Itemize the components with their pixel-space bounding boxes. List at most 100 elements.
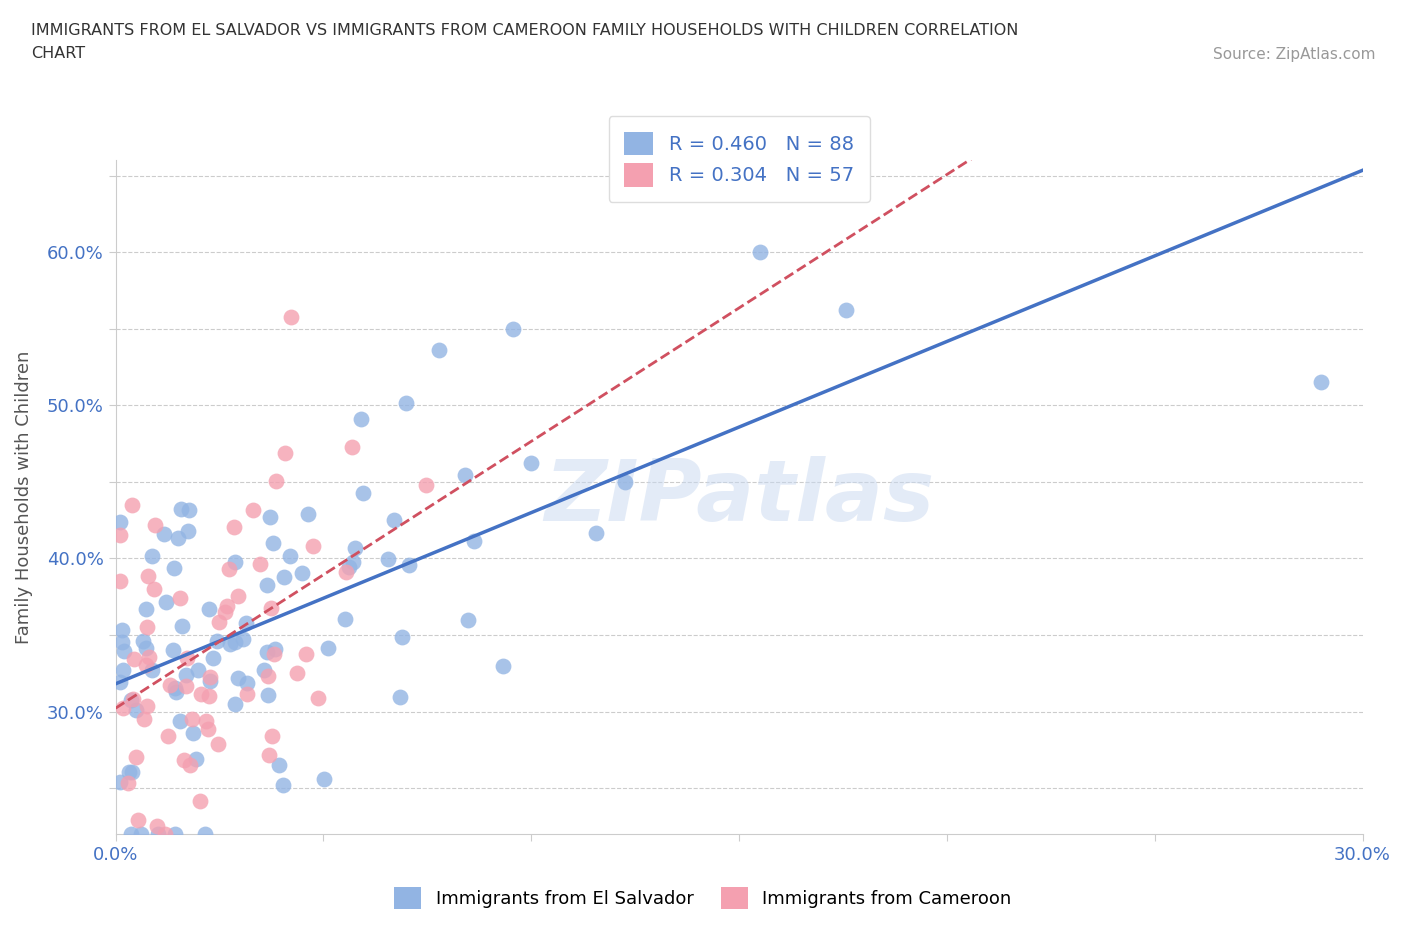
- Point: [135, 641, 157, 656]
- Point: [190, 686, 212, 701]
- Point: [214, 604, 236, 619]
- Point: [391, 630, 413, 644]
- Point: [492, 658, 515, 673]
- Point: [350, 411, 373, 426]
- Point: [257, 688, 280, 703]
- Point: [122, 651, 145, 666]
- Point: [256, 644, 278, 659]
- Point: [125, 702, 148, 717]
- Point: [195, 713, 218, 728]
- Point: [118, 765, 141, 780]
- Point: [263, 647, 285, 662]
- Text: IMMIGRANTS FROM EL SALVADOR VS IMMIGRANTS FROM CAMEROON FAMILY HOUSEHOLDS WITH C: IMMIGRANTS FROM EL SALVADOR VS IMMIGRANT…: [31, 23, 1018, 38]
- Point: [278, 549, 301, 564]
- Point: [180, 711, 202, 726]
- Point: [141, 662, 163, 677]
- Point: [337, 560, 360, 575]
- Point: [232, 631, 254, 646]
- Legend: Immigrants from El Salvador, Immigrants from Cameroon: Immigrants from El Salvador, Immigrants …: [387, 880, 1019, 916]
- Point: [136, 698, 159, 713]
- Point: [389, 690, 412, 705]
- Point: [520, 456, 543, 471]
- Point: [176, 524, 198, 538]
- Point: [135, 658, 157, 673]
- Point: [502, 322, 524, 337]
- Point: [174, 667, 197, 682]
- Point: [132, 711, 155, 726]
- Point: [235, 616, 257, 631]
- Point: [342, 439, 364, 454]
- Point: [262, 728, 284, 743]
- Point: [224, 697, 246, 711]
- Point: [169, 591, 191, 605]
- Point: [135, 601, 157, 616]
- Point: [170, 501, 193, 516]
- Point: [207, 737, 229, 751]
- Point: [117, 775, 139, 790]
- Point: [108, 574, 131, 589]
- Point: [125, 750, 148, 764]
- Point: [169, 714, 191, 729]
- Point: [382, 512, 405, 527]
- Point: [218, 562, 240, 577]
- Point: [111, 700, 134, 715]
- Point: [176, 650, 198, 665]
- Point: [146, 819, 169, 834]
- Point: [269, 758, 291, 773]
- Point: [312, 772, 335, 787]
- Point: [226, 671, 249, 685]
- Point: [256, 578, 278, 592]
- Point: [316, 641, 339, 656]
- Point: [145, 517, 167, 532]
- Point: [294, 646, 316, 661]
- Y-axis label: Family Households with Children: Family Households with Children: [15, 351, 32, 644]
- Point: [342, 554, 364, 569]
- Point: [307, 691, 329, 706]
- Point: [163, 560, 186, 575]
- Point: [201, 650, 224, 665]
- Point: [297, 507, 319, 522]
- Point: [215, 599, 238, 614]
- Point: [835, 302, 858, 317]
- Point: [377, 551, 399, 566]
- Point: [127, 813, 149, 828]
- Point: [165, 684, 187, 699]
- Point: [120, 827, 142, 842]
- Point: [181, 725, 204, 740]
- Point: [141, 549, 163, 564]
- Point: [173, 752, 195, 767]
- Point: [167, 530, 190, 545]
- Point: [108, 515, 131, 530]
- Point: [335, 612, 357, 627]
- Point: [274, 445, 297, 460]
- Point: [259, 510, 281, 525]
- Point: [136, 568, 159, 583]
- Point: [262, 536, 284, 551]
- Point: [162, 643, 184, 658]
- Point: [427, 342, 450, 357]
- Point: [121, 498, 143, 512]
- Point: [273, 569, 295, 584]
- Point: [163, 681, 186, 696]
- Point: [194, 827, 217, 842]
- Point: [159, 677, 181, 692]
- Point: [179, 758, 201, 773]
- Point: [155, 594, 177, 609]
- Point: [138, 649, 160, 664]
- Point: [748, 245, 770, 259]
- Point: [146, 827, 169, 842]
- Point: [352, 485, 374, 500]
- Point: [415, 477, 437, 492]
- Point: [111, 635, 134, 650]
- Point: [242, 502, 264, 517]
- Point: [614, 474, 637, 489]
- Point: [120, 693, 142, 708]
- Point: [188, 793, 211, 808]
- Point: [177, 502, 200, 517]
- Point: [264, 642, 287, 657]
- Point: [198, 689, 221, 704]
- Point: [112, 644, 135, 658]
- Point: [224, 634, 246, 649]
- Point: [197, 722, 219, 737]
- Point: [260, 601, 283, 616]
